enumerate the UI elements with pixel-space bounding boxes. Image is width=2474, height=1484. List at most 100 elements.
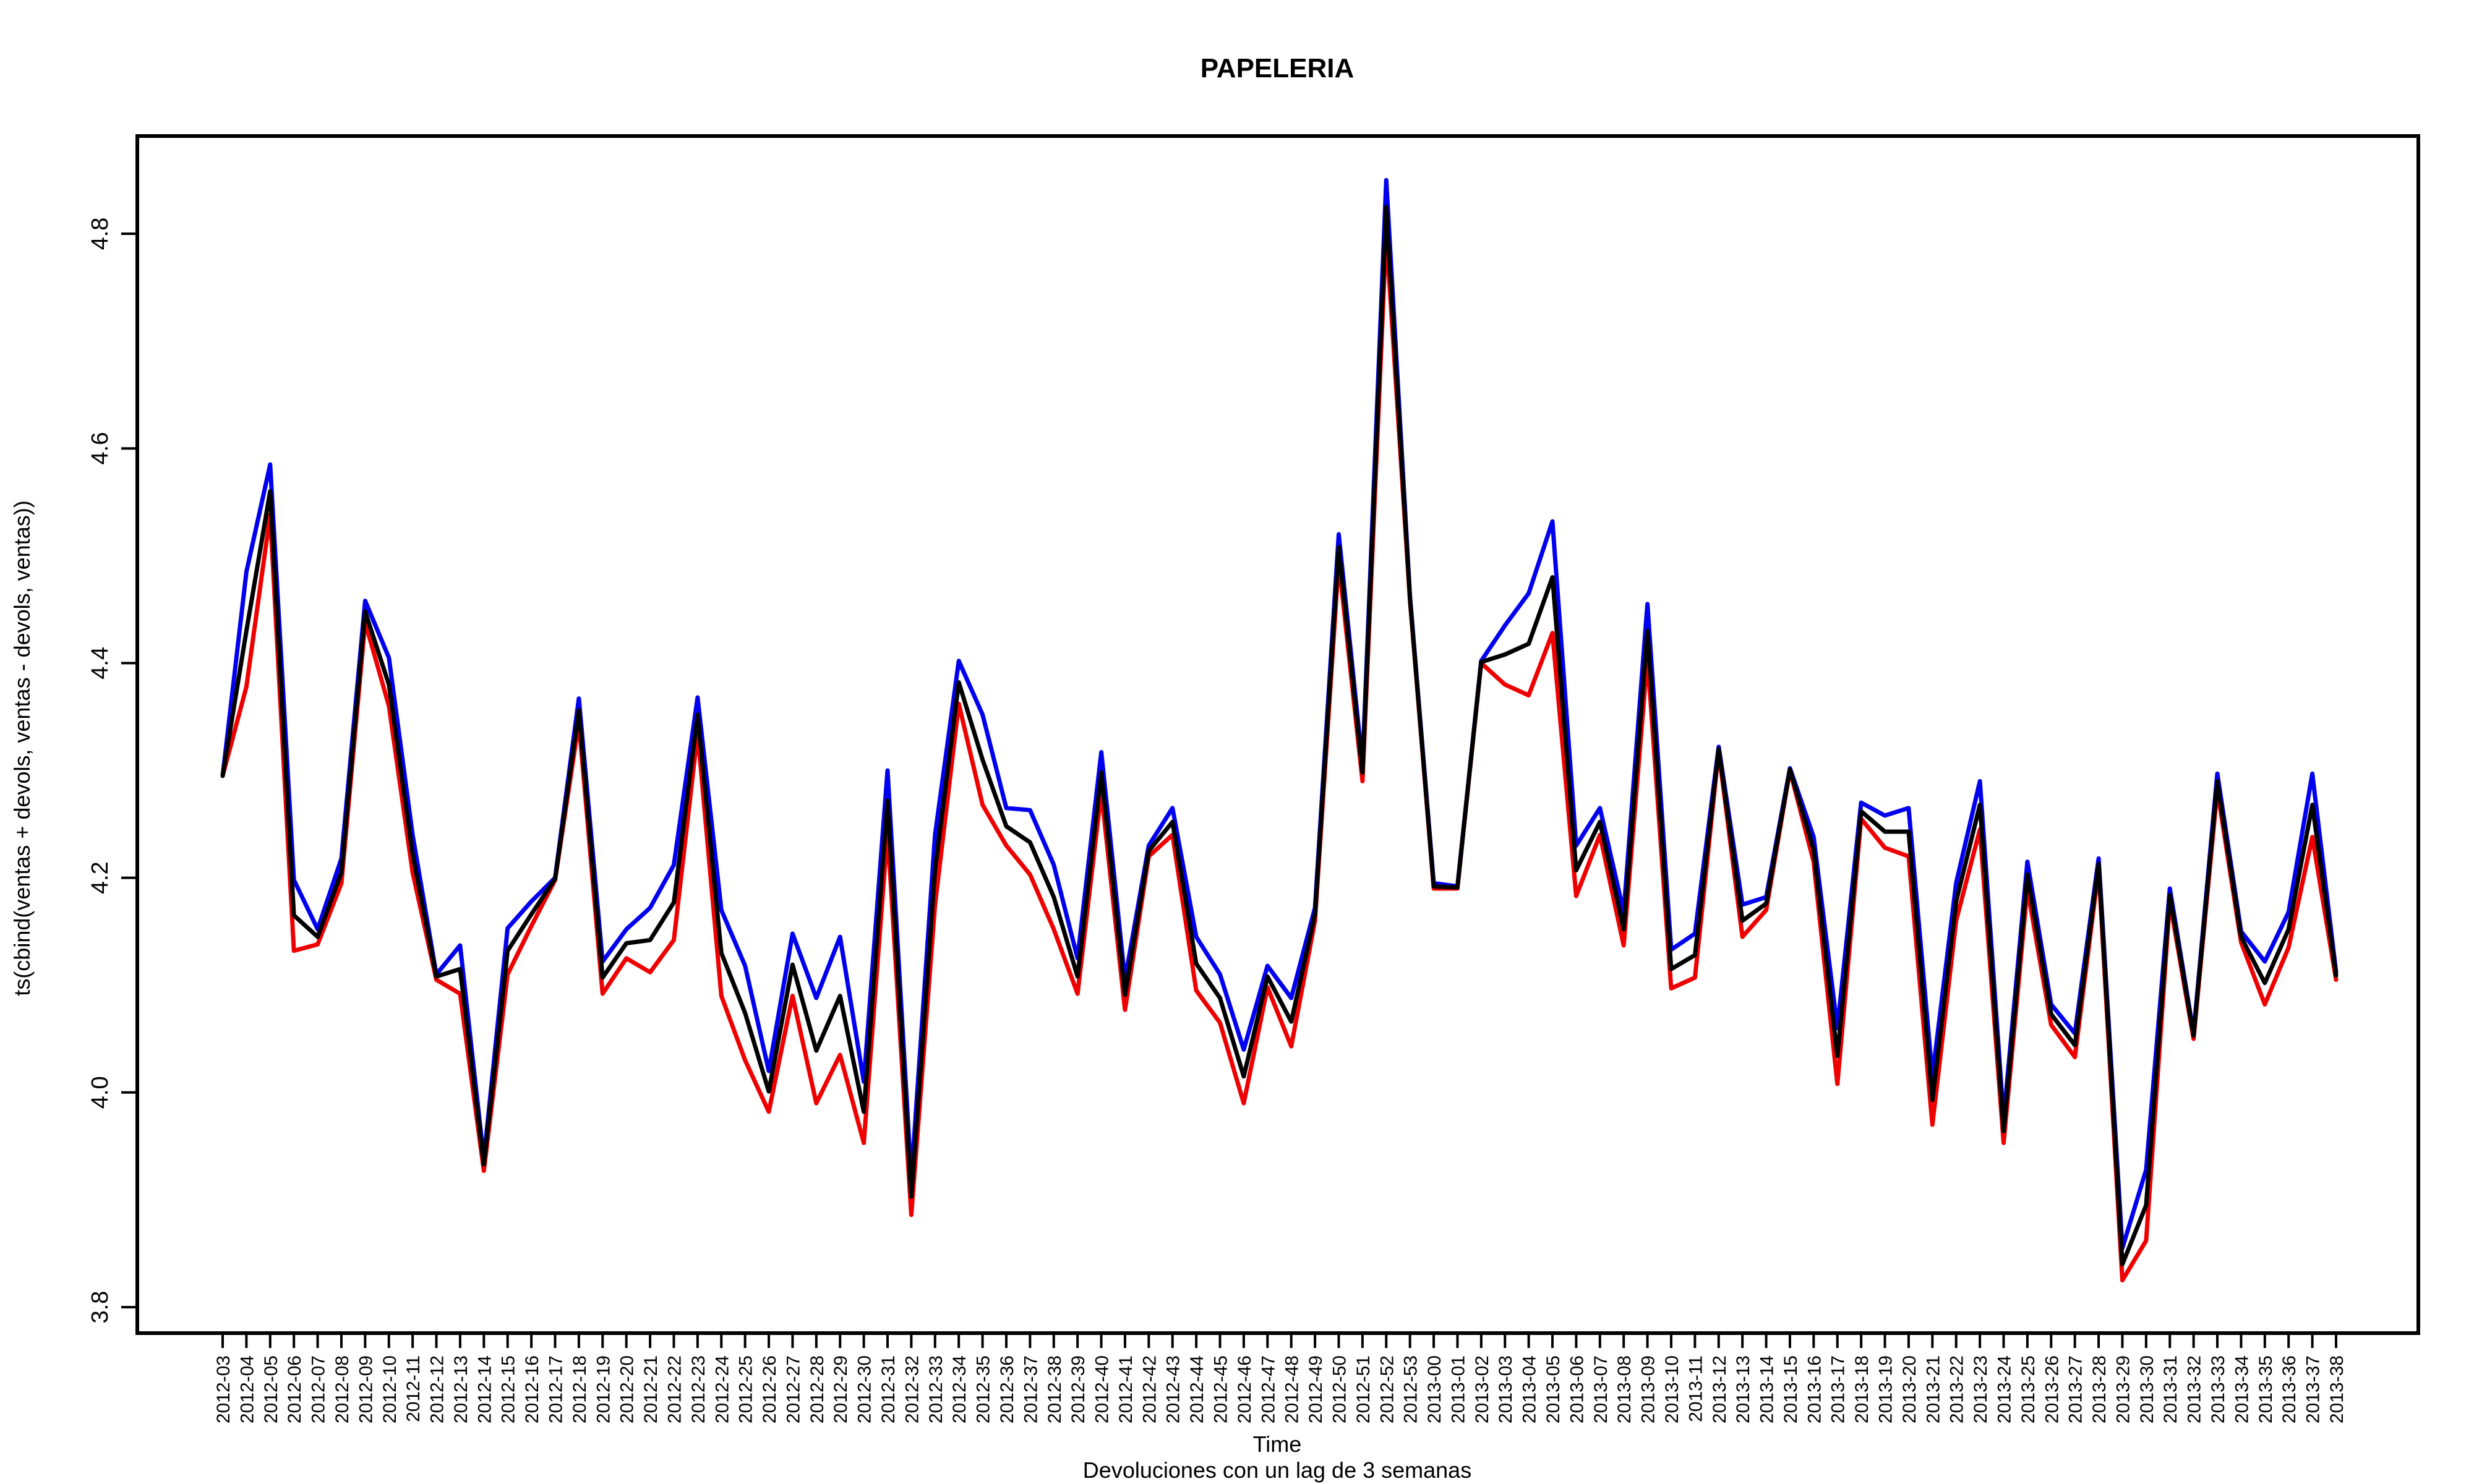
x-tick-label: 2012-20 xyxy=(617,1355,638,1423)
x-tick-label: 2012-33 xyxy=(926,1355,946,1423)
y-tick-label: 4.8 xyxy=(87,218,113,250)
x-tick-label: 2013-20 xyxy=(1899,1355,1920,1423)
x-tick-label: 2012-37 xyxy=(1021,1355,1041,1423)
x-tick-label: 2013-29 xyxy=(2113,1355,2133,1423)
x-tick-label: 2012-13 xyxy=(451,1355,471,1423)
x-tick-label: 2012-30 xyxy=(855,1355,875,1423)
series-line-3 xyxy=(220,205,2339,1267)
x-tick-label: 2013-07 xyxy=(1591,1355,1611,1423)
x-tick-label: 2013-15 xyxy=(1781,1355,1801,1423)
x-tick-label: 2013-01 xyxy=(1448,1355,1468,1423)
x-tick-label: 2012-27 xyxy=(783,1355,803,1423)
x-tick-label: 2013-28 xyxy=(2089,1355,2110,1423)
x-tick-label: 2012-17 xyxy=(546,1355,567,1423)
x-tick-label: 2013-37 xyxy=(2303,1355,2324,1423)
x-tick-label: 2012-16 xyxy=(522,1355,542,1423)
x-tick-label: 2012-50 xyxy=(1329,1355,1350,1423)
x-tick-label: 2013-32 xyxy=(2185,1355,2205,1423)
x-tick-label: 2013-33 xyxy=(2208,1355,2228,1423)
x-tick-label: 2012-09 xyxy=(356,1355,376,1423)
x-tick-label: 2013-25 xyxy=(2018,1355,2039,1423)
x-tick-label: 2012-34 xyxy=(949,1355,970,1423)
x-tick-label: 2013-34 xyxy=(2232,1355,2252,1423)
x-tick-label: 2013-00 xyxy=(1424,1355,1445,1423)
x-tick-label: 2012-26 xyxy=(760,1355,780,1423)
y-axis: 3.8 4.0 4.2 4.4 4.6 4.8 xyxy=(87,218,137,1324)
y-tick-label: 3.8 xyxy=(87,1291,113,1324)
x-tick-label: 2012-11 xyxy=(403,1355,424,1422)
x-tick-label: 2012-44 xyxy=(1187,1355,1207,1423)
x-tick-label: 2013-18 xyxy=(1852,1355,1872,1423)
x-axis: 2012-03 2012-04 2012-05 2012-06 2012-07 2012-… xyxy=(213,1333,2347,1423)
x-tick-label: 2013-14 xyxy=(1757,1355,1778,1423)
x-tick-label: 2012-21 xyxy=(641,1355,661,1423)
x-tick-label: 2013-19 xyxy=(1876,1355,1896,1423)
x-tick-label: 2012-42 xyxy=(1139,1355,1160,1423)
x-tick-label: 2012-38 xyxy=(1045,1355,1065,1423)
x-tick-label: 2012-22 xyxy=(664,1355,685,1423)
x-tick-label: 2013-08 xyxy=(1614,1355,1635,1423)
x-tick-label: 2013-26 xyxy=(2042,1355,2062,1423)
y-tick-label: 4.6 xyxy=(87,432,113,465)
x-axis-sublabel: Devoluciones con un lag de 3 semanas xyxy=(1083,1457,1471,1483)
y-tick-label: 4.0 xyxy=(87,1076,113,1109)
x-tick-label: 2012-46 xyxy=(1235,1355,1255,1423)
x-tick-label: 2012-15 xyxy=(499,1355,519,1423)
x-tick-label: 2013-10 xyxy=(1662,1355,1682,1423)
x-tick-label: 2012-39 xyxy=(1068,1355,1089,1423)
x-tick-label: 2013-12 xyxy=(1710,1355,1730,1423)
x-tick-label: 2013-06 xyxy=(1567,1355,1587,1423)
x-tick-label: 2012-29 xyxy=(831,1355,851,1423)
x-tick-label: 2012-28 xyxy=(807,1355,828,1423)
x-tick-label: 2013-30 xyxy=(2137,1355,2157,1423)
x-tick-label: 2013-31 xyxy=(2160,1355,2181,1423)
x-tick-label: 2012-03 xyxy=(213,1355,234,1423)
x-tick-label: 2012-06 xyxy=(285,1355,305,1423)
x-tick-label: 2012-23 xyxy=(688,1355,709,1423)
x-tick-label: 2013-13 xyxy=(1733,1355,1753,1423)
x-tick-label: 2012-40 xyxy=(1092,1355,1113,1423)
x-tick-label: 2012-25 xyxy=(736,1355,756,1423)
x-tick-label: 2012-31 xyxy=(878,1355,899,1423)
plot-area xyxy=(220,177,2339,1283)
x-tick-label: 2012-52 xyxy=(1377,1355,1397,1423)
x-tick-label: 2012-49 xyxy=(1306,1355,1326,1423)
x-tick-label: 2012-53 xyxy=(1401,1355,1421,1423)
x-tick-label: 2013-24 xyxy=(1994,1355,2014,1423)
x-tick-label: 2012-08 xyxy=(332,1355,353,1423)
x-tick-label: 2012-24 xyxy=(712,1355,732,1423)
x-tick-label: 2013-02 xyxy=(1472,1355,1492,1423)
x-tick-label: 2013-17 xyxy=(1828,1355,1849,1423)
y-tick-label: 4.4 xyxy=(87,647,113,680)
x-tick-label: 2013-35 xyxy=(2256,1355,2276,1423)
x-tick-label: 2013-38 xyxy=(2327,1355,2347,1423)
x-tick-label: 2012-35 xyxy=(974,1355,994,1423)
x-tick-label: 2012-10 xyxy=(380,1355,400,1423)
x-tick-label: 2013-09 xyxy=(1638,1355,1659,1423)
x-tick-label: 2012-32 xyxy=(902,1355,922,1423)
x-tick-label: 2013-23 xyxy=(1971,1355,1991,1423)
x-tick-label: 2012-14 xyxy=(474,1355,495,1423)
plot-frame xyxy=(135,134,2420,1335)
x-tick-label: 2012-36 xyxy=(997,1355,1017,1423)
x-tick-label: 2012-18 xyxy=(570,1355,590,1423)
x-tick-label: 2013-27 xyxy=(2066,1355,2086,1423)
x-tick-label: 2013-05 xyxy=(1543,1355,1564,1423)
x-tick-label: 2012-48 xyxy=(1282,1355,1303,1423)
x-tick-label: 2012-43 xyxy=(1163,1355,1184,1423)
x-tick-label: 2013-16 xyxy=(1804,1355,1825,1423)
x-tick-label: 2013-11 xyxy=(1685,1355,1706,1422)
x-tick-label: 2012-41 xyxy=(1116,1355,1136,1423)
x-tick-label: 2012-45 xyxy=(1211,1355,1231,1423)
x-tick-label: 2012-05 xyxy=(261,1355,281,1423)
x-tick-label: 2013-22 xyxy=(1947,1355,1967,1423)
x-axis-label: Time xyxy=(1253,1431,1302,1457)
x-tick-label: 2012-12 xyxy=(427,1355,448,1423)
x-tick-label: 2012-51 xyxy=(1353,1355,1374,1423)
x-tick-label: 2013-21 xyxy=(1923,1355,1943,1423)
x-tick-label: 2012-04 xyxy=(237,1355,257,1423)
x-tick-label: 2013-04 xyxy=(1520,1355,1540,1423)
x-tick-label: 2013-36 xyxy=(2279,1355,2300,1423)
